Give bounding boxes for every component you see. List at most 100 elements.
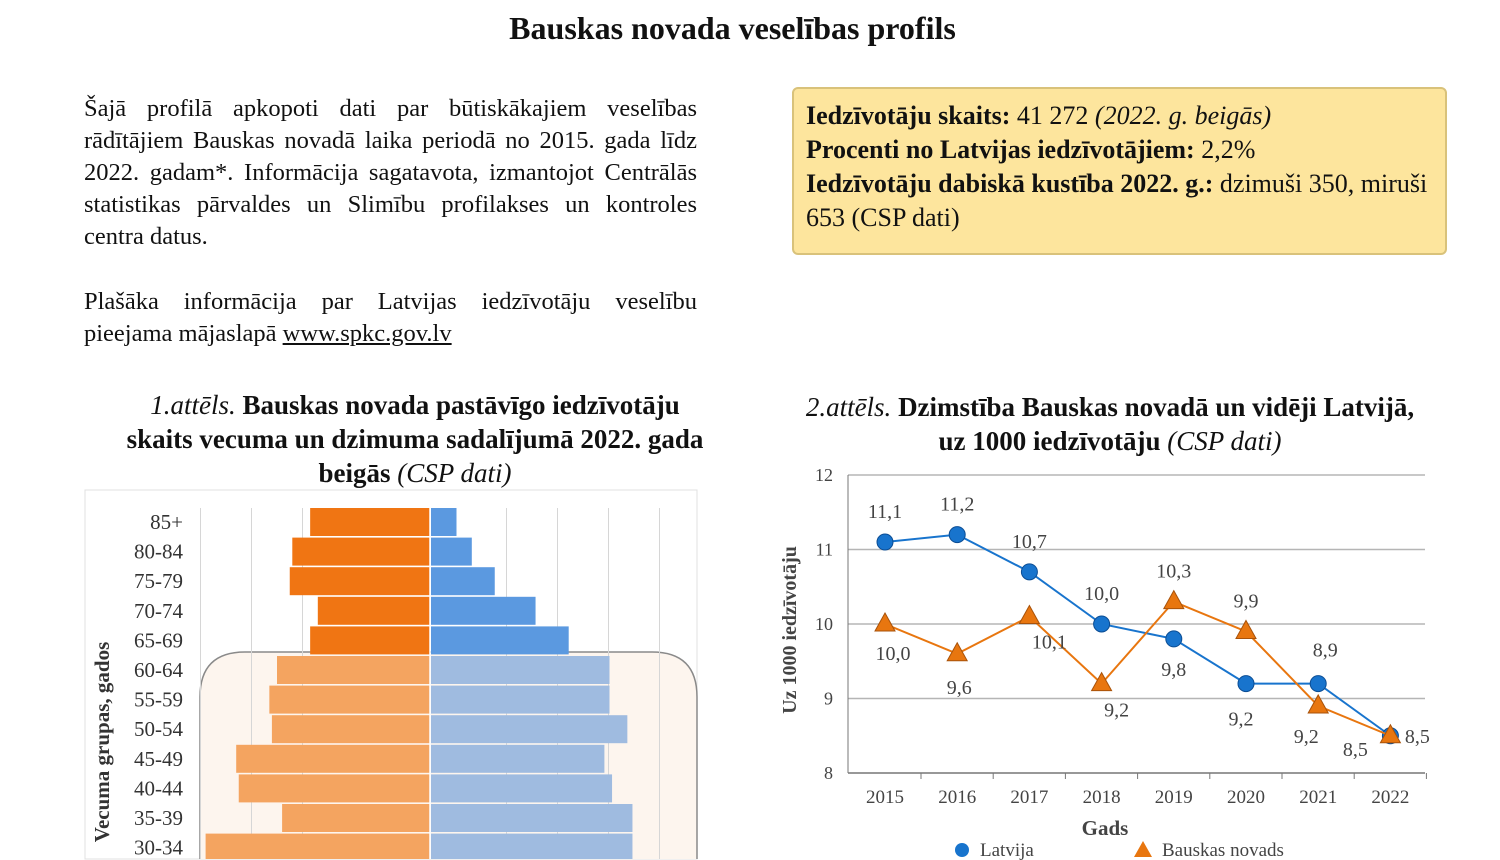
legend-marker-latvija [955, 843, 969, 857]
x-tick-label: 2015 [866, 787, 904, 808]
series-line-bauskas-novads [884, 600, 1391, 737]
data-label: 11,1 [868, 501, 902, 523]
data-point [1307, 693, 1330, 714]
movement-value: dzimuši 350, miruši 653 (CSP dati) [806, 169, 1428, 232]
female-bar [236, 744, 430, 773]
spkc-link[interactable]: www.spkc.gov.lv [282, 320, 452, 347]
data-point [1165, 630, 1183, 648]
data-label: 9,2 [1294, 726, 1319, 748]
data-point [1020, 563, 1038, 581]
population-note: (2022. g. beigās) [1094, 101, 1272, 130]
data-point [946, 641, 969, 662]
figure2-caption: 2.attēls. Dzimstība Bauskas novadā un vi… [790, 390, 1430, 458]
female-bar [289, 567, 430, 596]
data-point [948, 526, 966, 544]
female-bar [238, 774, 430, 803]
male-bar [431, 596, 536, 625]
male-bar [431, 508, 457, 536]
intro-paragraph: Šajā profilā apkopoti dati par būtiskāka… [84, 95, 697, 250]
male-bar [431, 626, 569, 655]
age-tick-label: 65-69 [134, 628, 183, 652]
female-bar [277, 656, 430, 684]
male-bar [431, 715, 628, 744]
figure2-source: (CSP dati) [1167, 426, 1282, 456]
y-axis-label: Vecuma grupas, gados [90, 642, 114, 843]
data-label: 9,8 [1161, 659, 1186, 681]
population-pyramid-chart: 85+ 80-84 75-79 70-74 65-69 60-64 55-59 50-54 45… [84, 489, 698, 860]
data-point [1379, 723, 1402, 744]
x-tick-label: 2019 [1155, 787, 1193, 808]
age-tick-label: 30-34 [134, 836, 183, 860]
x-tick-label: 2016 [938, 787, 976, 808]
data-point [1090, 671, 1113, 692]
data-point [874, 611, 896, 632]
male-bar [431, 537, 472, 566]
legend-label: Latvija [980, 840, 1034, 860]
x-tick-label: 2018 [1083, 787, 1121, 808]
age-tick-label: 70-74 [134, 599, 183, 623]
data-label: 9,2 [1229, 709, 1254, 731]
age-tick-label: 75-79 [134, 569, 183, 593]
data-point [1162, 589, 1185, 610]
data-point [1093, 615, 1111, 633]
legend-label: Bauskas novads [1162, 840, 1284, 860]
figure1-source: (CSP dati) [397, 458, 512, 488]
data-point [1018, 604, 1041, 625]
data-label: 9,9 [1234, 590, 1259, 612]
population-info-box: Iedzīvotāju skaits: 41 272 (2022. g. bei… [792, 87, 1447, 255]
figure2-number: 2.attēls. [805, 392, 892, 422]
male-bar [431, 656, 610, 684]
figure1-title: Bauskas novada pastāvīgo iedzīvotāju ska… [126, 390, 704, 488]
data-point [1237, 675, 1255, 693]
female-bar [317, 596, 430, 625]
page-title: Bauskas novada veselības profils [509, 10, 956, 46]
age-tick-label: 85+ [150, 510, 183, 534]
x-tick-label: 2022 [1371, 787, 1409, 808]
data-label: 10,0 [876, 643, 911, 665]
female-bar [205, 833, 430, 859]
population-label: Iedzīvotāju skaits: [806, 101, 1011, 130]
legend-marker-bauskas-novads [1134, 841, 1152, 857]
male-bar [431, 804, 633, 832]
series-line-latvija [884, 533, 1391, 737]
y-tick-label: 11 [816, 540, 833, 560]
population-value: 41 272 [1010, 101, 1095, 130]
data-label: 10,0 [1084, 583, 1119, 605]
male-bar [431, 774, 613, 803]
age-tick-label: 55-59 [134, 688, 183, 712]
data-label: 9,2 [1104, 700, 1129, 722]
figure1-number: 1.attēls. [150, 390, 236, 420]
x-tick-label: 2017 [1010, 787, 1048, 808]
age-tick-label: 80-84 [134, 540, 183, 564]
female-bar [271, 715, 430, 744]
data-label: 8,5 [1405, 726, 1430, 748]
y-tick-label: 8 [824, 763, 833, 783]
x-tick-label: 2020 [1227, 787, 1265, 808]
more-info-paragraph: Plašāka informācija par Latvijas iedzīvo… [84, 286, 697, 350]
data-label: 8,5 [1343, 739, 1368, 761]
female-bar [282, 804, 430, 832]
more-info-text: Plašāka informācija par Latvijas iedzīvo… [84, 288, 697, 347]
figure1-caption: 1.attēls. Bauskas novada pastāvīgo iedzī… [120, 388, 710, 490]
y-tick-label: 9 [824, 689, 833, 709]
percent-label: Procenti no Latvijas iedzīvotājiem: [806, 135, 1195, 164]
x-axis-label: Gads [1082, 816, 1129, 840]
data-point [876, 533, 894, 551]
male-bar [431, 685, 610, 714]
movement-label: Iedzīvotāju dabiskā kustība 2022. g.: [806, 169, 1214, 198]
x-tick-label: 2021 [1299, 787, 1337, 808]
male-bar [431, 567, 495, 596]
male-bar [431, 744, 605, 773]
y-tick-label: 10 [815, 614, 833, 634]
female-bar [310, 626, 430, 655]
age-tick-label: 40-44 [134, 776, 183, 800]
data-label: 9,6 [947, 677, 972, 699]
percent-value: 2,2% [1194, 135, 1256, 164]
male-bar [431, 833, 633, 859]
age-tick-label: 50-54 [134, 717, 183, 741]
y-tick-label: 12 [815, 465, 833, 485]
data-label: 8,9 [1313, 640, 1338, 662]
y-axis-label: Uz 1000 iedzīvotāju [779, 546, 801, 714]
data-point [1309, 675, 1327, 693]
